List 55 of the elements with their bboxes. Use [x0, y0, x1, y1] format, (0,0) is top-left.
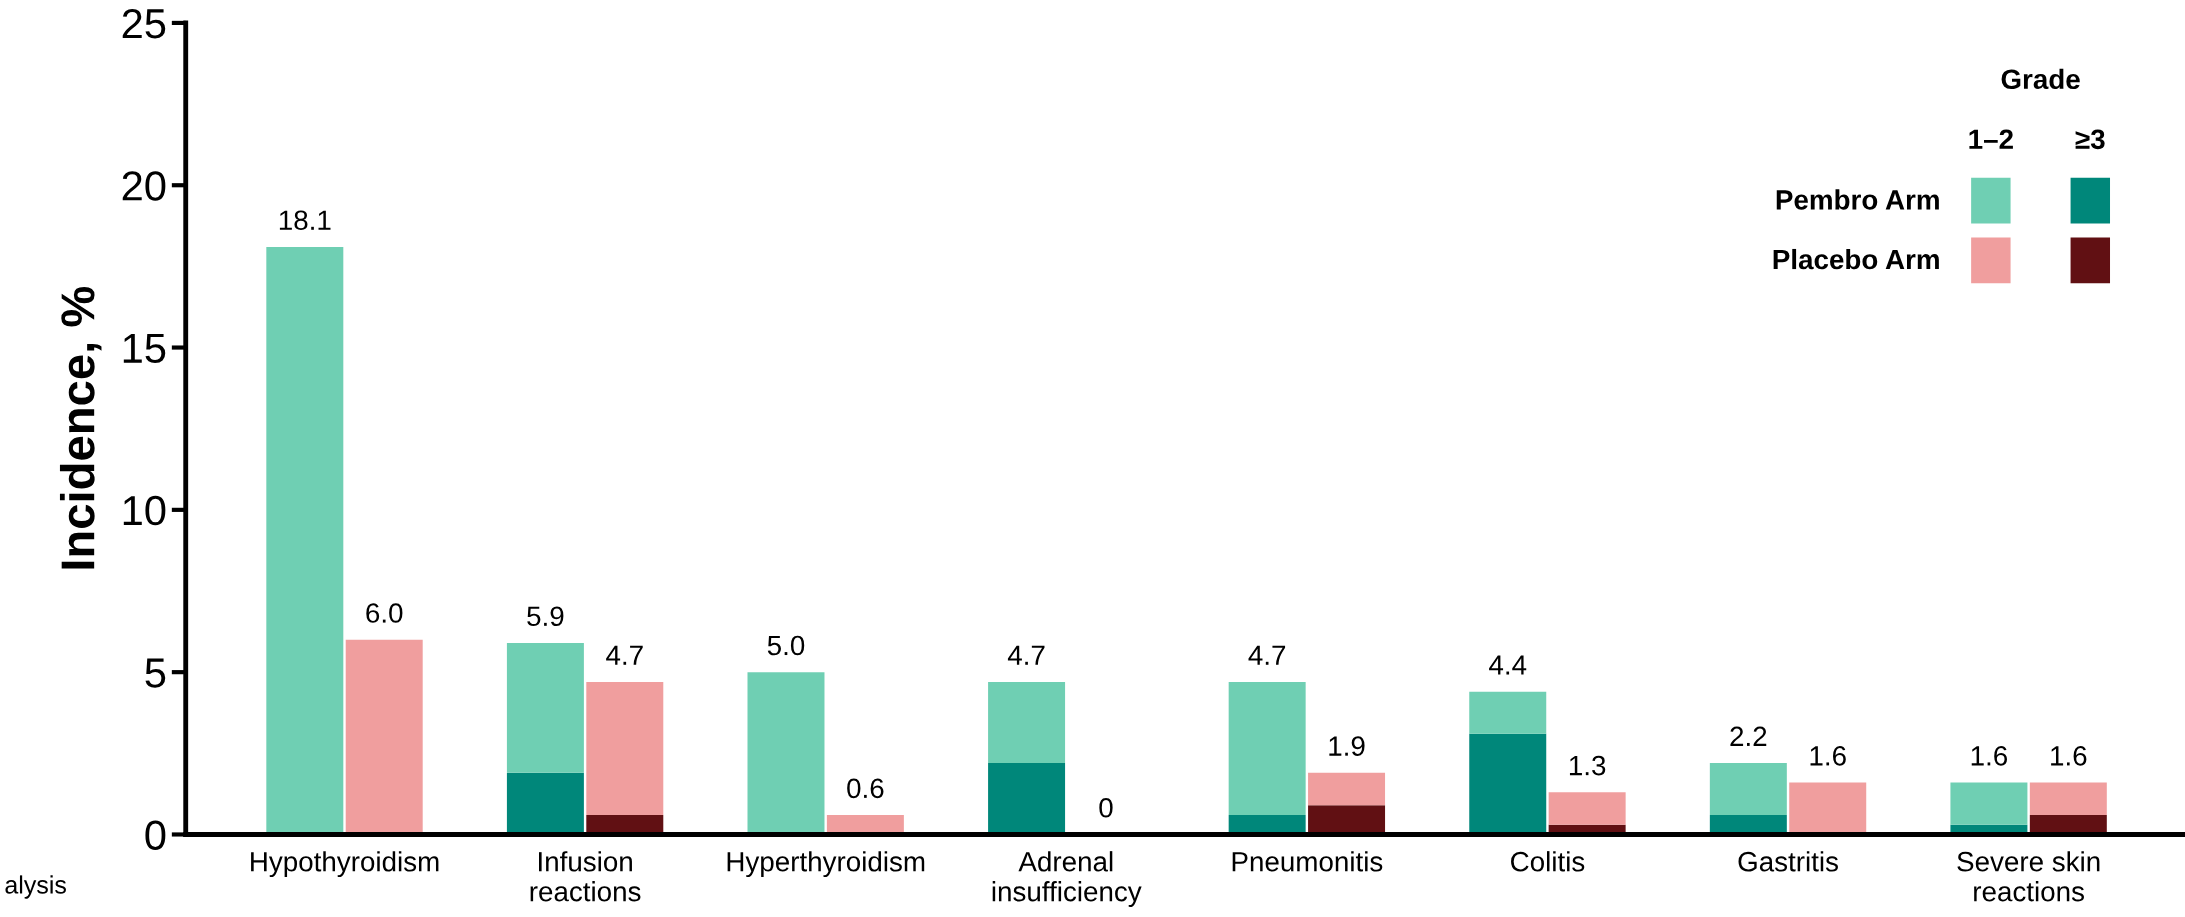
bar — [506, 642, 584, 773]
legend-label: Pembro Arm — [1776, 189, 1939, 210]
bar — [345, 639, 423, 835]
bar — [1789, 782, 1867, 835]
bar — [1548, 792, 1626, 825]
text: Severe skin reactions — [1957, 851, 2100, 902]
bar — [586, 681, 664, 815]
y-tick-label: 25 — [122, 8, 166, 39]
annotation: ≥3 — [2075, 129, 2105, 150]
text: Pneumonitis — [1232, 851, 1383, 872]
bar — [266, 246, 344, 835]
bar — [2029, 782, 2107, 815]
y-tick-label: 10 — [123, 495, 166, 526]
bar — [506, 772, 584, 835]
total-label: 0 — [1099, 797, 1113, 818]
text: Adrenal insufficiency — [992, 851, 1142, 907]
total-label: 0.6 — [847, 778, 884, 799]
bar — [1469, 733, 1547, 835]
y-tick-label: 0 — [145, 820, 166, 850]
total-label: 1.6 — [1810, 746, 1846, 766]
legend-label: Placebo Arm — [1773, 248, 1939, 270]
y-tick-label: 5 — [145, 658, 166, 688]
total-label: 6.0 — [366, 603, 403, 623]
total-label: 4.7 — [1248, 645, 1286, 665]
total-label: 1.3 — [1569, 755, 1606, 776]
text: Hypothyroidism — [251, 851, 439, 878]
text: Colitis — [1511, 851, 1585, 872]
text: alysis — [5, 875, 66, 899]
total-label: 18.1 — [279, 210, 331, 231]
total-label: 4.7 — [1007, 645, 1045, 665]
bar — [1228, 681, 1306, 815]
annotation: 1–2 — [1969, 129, 2013, 149]
bar — [988, 681, 1066, 764]
bar — [1308, 805, 1386, 835]
bar — [1709, 763, 1787, 815]
total-label: 4.7 — [606, 645, 643, 665]
bar — [988, 763, 1066, 835]
total-label: 5.0 — [767, 635, 805, 656]
y-tick-label: 15 — [123, 333, 166, 364]
legend-title: Grade — [2001, 68, 2080, 90]
total-label: 1.9 — [1329, 736, 1365, 756]
total-label: 5.9 — [527, 606, 564, 627]
text: Gastritis — [1738, 851, 1838, 872]
y-axis-title: Incidence, % — [59, 286, 102, 569]
text: Infusion reactions — [530, 851, 641, 902]
text: Hyperthyroidism — [727, 851, 925, 878]
total-label: 1.6 — [2051, 746, 2087, 766]
total-label: 4.4 — [1489, 655, 1527, 675]
y-tick-label: 20 — [122, 171, 166, 201]
total-label: 1.6 — [1971, 746, 2008, 766]
bar — [747, 672, 825, 835]
bar — [1469, 691, 1547, 734]
total-label: 2.2 — [1730, 726, 1767, 746]
bar — [1308, 772, 1386, 806]
bar — [1950, 782, 2028, 825]
